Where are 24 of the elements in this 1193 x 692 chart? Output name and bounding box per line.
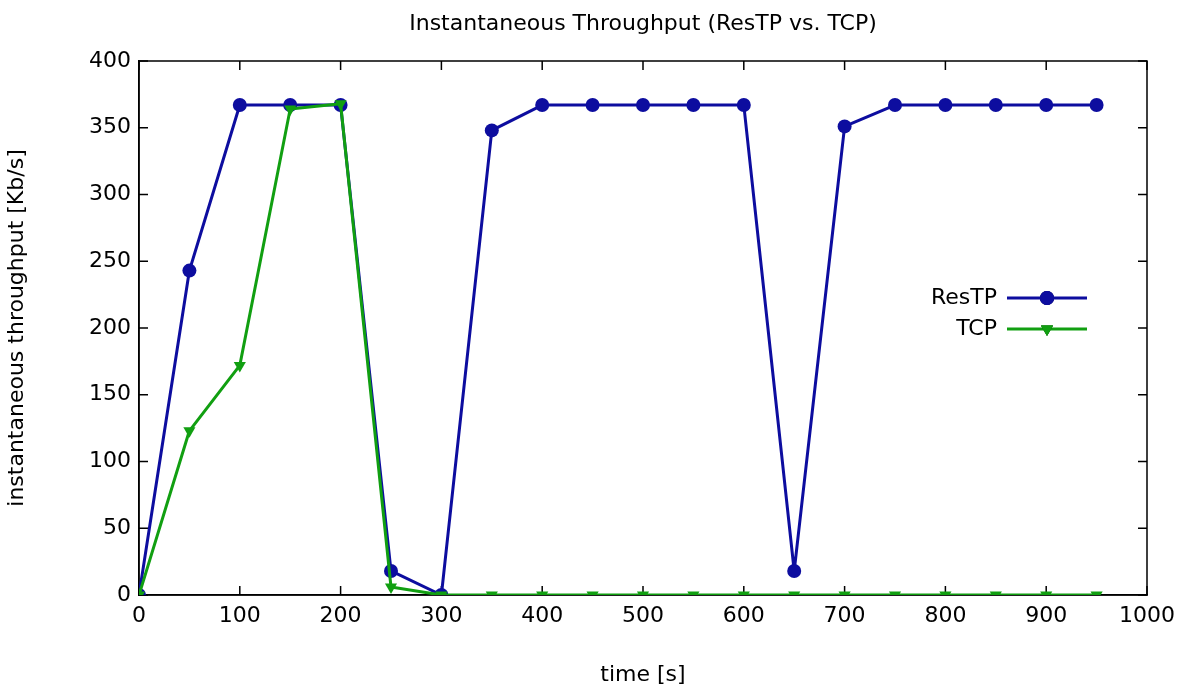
x-tick-label: 400 <box>521 601 564 627</box>
y-tick-label: 200 <box>89 313 131 339</box>
x-tick-label: 1000 <box>1119 601 1175 627</box>
y-tick-label: 300 <box>89 180 131 206</box>
y-tick-label: 250 <box>89 246 131 272</box>
x-tick-label: 100 <box>218 601 261 627</box>
y-tick-label: 350 <box>89 113 131 139</box>
y-tick-label: 100 <box>89 447 131 473</box>
y-tick-label: 50 <box>103 513 131 539</box>
x-tick-label: 500 <box>622 601 664 627</box>
chart-title: Instantaneous Throughput (ResTP vs. TCP) <box>409 9 877 35</box>
y-tick-label: 0 <box>117 580 131 606</box>
legend-label: TCP <box>955 314 997 340</box>
x-tick-label: 600 <box>722 601 765 627</box>
x-axis-title: time [s] <box>600 660 686 686</box>
x-tick-label: 700 <box>823 601 866 627</box>
x-tick-label: 200 <box>319 601 362 627</box>
legend-label: ResTP <box>931 283 997 309</box>
y-tick-label: 150 <box>89 380 131 406</box>
x-tick-label: 800 <box>924 601 967 627</box>
y-tick-label: 400 <box>89 46 131 72</box>
x-tick-label: 900 <box>1025 601 1068 627</box>
y-axis-title: instantaneous throughput [Kb/s] <box>2 149 28 507</box>
x-tick-label: 300 <box>420 601 463 627</box>
